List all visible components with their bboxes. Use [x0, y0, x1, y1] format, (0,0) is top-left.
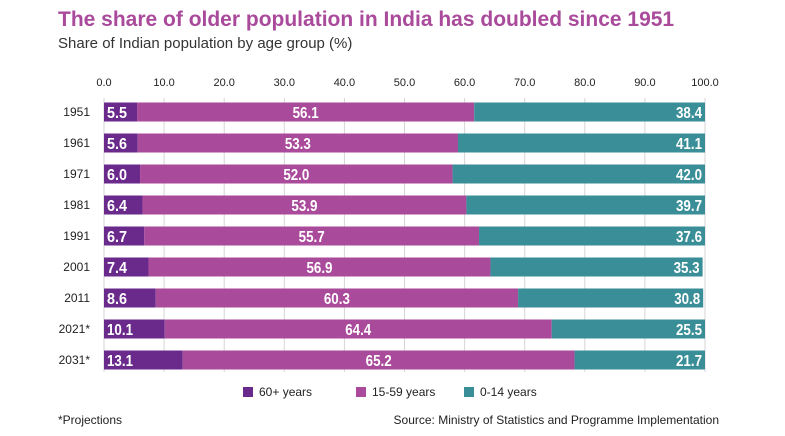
x-tick-label: 10.0 — [153, 77, 174, 89]
data-label: 37.6 — [676, 229, 702, 246]
data-label: 56.9 — [306, 260, 332, 277]
data-label: 13.1 — [107, 353, 133, 370]
data-label: 25.5 — [676, 322, 702, 339]
x-tick-label: 100.0 — [691, 77, 719, 89]
bar-segment — [466, 195, 705, 215]
y-category-label: 1951 — [63, 105, 90, 119]
x-tick-label: 80.0 — [574, 77, 595, 89]
data-label: 38.4 — [676, 105, 702, 122]
bar-segment — [490, 257, 703, 277]
legend-label: 60+ years — [259, 385, 312, 399]
data-label: 65.2 — [366, 353, 392, 370]
legend-swatch — [356, 387, 366, 397]
x-axis-ticks: 0.0 10.0 20.0 30.0 40.0 50.0 60.0 70.0 80.0 90.0 1… — [96, 77, 718, 89]
legend-swatch — [464, 387, 474, 397]
bar-segment — [164, 319, 552, 339]
data-label: 39.7 — [676, 198, 702, 215]
y-category-label: 2011 — [64, 291, 90, 305]
bar-segment — [104, 288, 156, 308]
y-category-label: 2001 — [63, 260, 90, 274]
bar-segment — [104, 195, 143, 215]
bar-segment — [182, 350, 575, 370]
bar-segment — [104, 257, 149, 277]
data-label: 5.6 — [107, 136, 127, 153]
data-label: 42.0 — [676, 167, 702, 184]
bar-segment — [479, 226, 705, 246]
bar-segment — [148, 257, 491, 277]
data-label: 5.5 — [107, 105, 127, 122]
bar-segment — [104, 319, 165, 339]
chart-title: The share of older population in India h… — [58, 8, 675, 31]
bar-segment — [137, 102, 475, 122]
bars: 5.5 56.1 38.4 5.6 53.3 41.1 6.0 52.0 42.0 6.4 53.9… — [104, 102, 705, 370]
source-note: Source: Ministry of Statistics and Progr… — [393, 413, 719, 427]
bar-segment — [104, 350, 183, 370]
y-axis-labels: 1951 1961 1971 1981 1991 2001 2011 2021* 2031* — [59, 105, 91, 367]
legend: 60+ years 15-59 years 0-14 years — [243, 385, 537, 399]
y-category-label: 2031* — [59, 353, 91, 367]
data-label: 30.8 — [674, 291, 700, 308]
y-category-label: 1971 — [63, 167, 90, 181]
data-label: 64.4 — [345, 322, 371, 339]
y-category-label: 2021* — [59, 322, 91, 336]
bar-segment — [104, 226, 145, 246]
y-category-label: 1991 — [63, 229, 90, 243]
bar-segment — [155, 288, 519, 308]
data-label: 7.4 — [107, 260, 127, 277]
bar-segment — [142, 195, 467, 215]
projections-note: *Projections — [58, 413, 123, 427]
data-label: 52.0 — [283, 167, 309, 184]
data-label: 6.4 — [107, 198, 127, 215]
bar-segment — [474, 102, 705, 122]
data-label: 35.3 — [674, 260, 700, 277]
x-tick-label: 0.0 — [96, 77, 111, 89]
bar-segment — [457, 133, 705, 153]
data-label: 8.6 — [107, 291, 127, 308]
bar-segment — [574, 350, 705, 370]
legend-label: 15-59 years — [372, 385, 435, 399]
data-label: 10.1 — [107, 322, 133, 339]
data-label: 53.9 — [291, 198, 317, 215]
y-category-label: 1981 — [63, 198, 90, 212]
bar-segment — [551, 319, 705, 339]
x-tick-label: 50.0 — [394, 77, 415, 89]
x-tick-label: 90.0 — [634, 77, 655, 89]
data-label: 6.0 — [107, 167, 127, 184]
legend-swatch — [243, 387, 253, 397]
data-label: 55.7 — [299, 229, 325, 246]
data-label: 6.7 — [107, 229, 127, 246]
bar-segment — [518, 288, 704, 308]
bar-segment — [140, 164, 453, 184]
x-tick-label: 70.0 — [514, 77, 535, 89]
bar-segment — [104, 133, 138, 153]
bar-segment — [104, 164, 141, 184]
x-tick-label: 40.0 — [334, 77, 355, 89]
bar-segment — [104, 102, 138, 122]
data-label: 41.1 — [676, 136, 702, 153]
bar-segment — [144, 226, 480, 246]
data-label: 56.1 — [293, 105, 319, 122]
x-tick-label: 20.0 — [213, 77, 234, 89]
data-label: 60.3 — [324, 291, 350, 308]
y-category-label: 1961 — [63, 136, 90, 150]
data-label: 53.3 — [285, 136, 311, 153]
bar-segment — [137, 133, 458, 153]
chart-subtitle: Share of Indian population by age group … — [58, 35, 353, 52]
x-tick-label: 30.0 — [274, 77, 295, 89]
bar-segment — [452, 164, 705, 184]
legend-label: 0-14 years — [480, 385, 537, 399]
x-tick-label: 60.0 — [454, 77, 475, 89]
data-label: 21.7 — [676, 353, 702, 370]
